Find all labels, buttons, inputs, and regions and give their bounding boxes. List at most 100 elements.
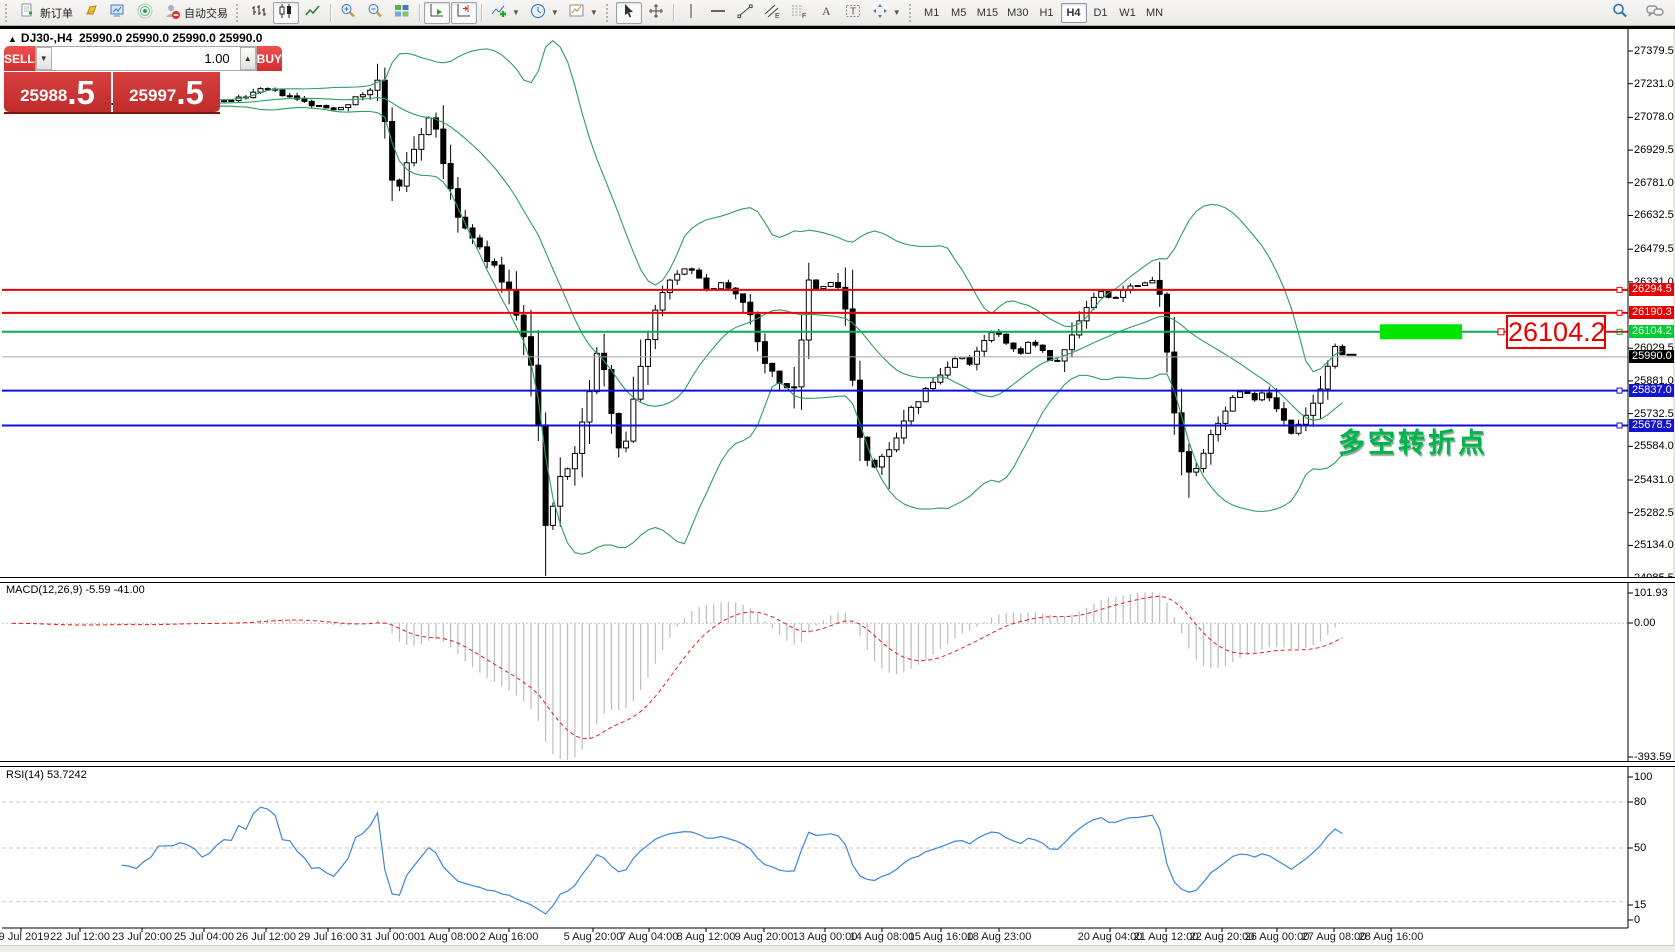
svg-text:E: E (775, 13, 780, 20)
signal-button[interactable] (132, 2, 158, 24)
text-icon: A (817, 2, 835, 23)
new-order-icon (19, 2, 37, 23)
template-button[interactable]: ▼ (564, 2, 602, 24)
svg-text:A: A (822, 4, 831, 18)
line-chart-icon (304, 2, 322, 23)
tab-timeframe-w1[interactable]: W1 (1119, 6, 1136, 19)
toolbar-separator (672, 3, 674, 22)
channel-icon: E (763, 2, 781, 23)
horizontal-line-button[interactable] (705, 2, 731, 24)
buy-button[interactable]: BUY (256, 46, 283, 71)
channel-button[interactable]: E (759, 2, 785, 24)
arrows-button[interactable]: ▼ (867, 2, 905, 24)
toolbar-separator (330, 3, 331, 22)
chart-shift-icon (455, 2, 473, 23)
sell-price[interactable]: 25988.5 (4, 72, 111, 112)
add-indicator-button[interactable]: ▼ (486, 2, 524, 24)
add-indicator-icon (490, 2, 508, 23)
search-icon (1611, 2, 1629, 23)
horizontal-line-icon (709, 2, 727, 23)
chevron-down-icon: ▼ (512, 8, 520, 17)
auto-trading-button[interactable]: 自动交易 (159, 2, 232, 24)
volume-input[interactable] (51, 47, 240, 70)
toolbar-grip (605, 3, 612, 22)
chat-button[interactable] (1641, 1, 1669, 23)
tab-timeframe-d1[interactable]: D1 (1093, 6, 1108, 19)
volume-decrease-button[interactable]: ▼ (35, 47, 52, 70)
bar-chart-icon (250, 2, 268, 23)
bar-chart-button[interactable] (246, 2, 272, 24)
fibonacci-button[interactable]: F (786, 2, 812, 24)
sell-price-fraction: .5 (67, 74, 95, 111)
gold-icon (82, 2, 100, 23)
arrows-icon (871, 2, 889, 23)
new-order-button[interactable]: 新订单 (15, 2, 77, 24)
crosshair-button[interactable] (643, 2, 669, 24)
text-label-icon: T (844, 2, 862, 23)
toolbar-separator (481, 3, 482, 22)
timeframe-toolbar: M1 M5 M15 M30 H1 H4 D1 W1 MN (919, 2, 1168, 23)
volume-increase-button[interactable]: ▲ (239, 47, 256, 70)
svg-text:T: T (850, 7, 856, 18)
tab-timeframe-mn[interactable]: MN (1145, 6, 1164, 19)
one-click-trading-widget: SELL ▼ ▲ BUY 25988.5 25997.5 (4, 46, 283, 114)
search-button[interactable] (1607, 1, 1633, 23)
buy-price-main: 25997 (129, 86, 177, 105)
buy-price-fraction: .5 (176, 74, 204, 111)
volume-spinner: ▼ ▲ (34, 46, 257, 71)
main-pane (2, 39, 1628, 577)
auto-trading-icon (163, 2, 181, 23)
vertical-line-icon (682, 2, 700, 23)
periods-button[interactable]: ▼ (525, 2, 563, 24)
tab-timeframe-m5[interactable]: M5 (951, 6, 967, 19)
trendline-button[interactable] (732, 2, 758, 24)
toolbar-grip (908, 3, 915, 22)
terminal-icon (109, 2, 127, 23)
chart-shift-button[interactable] (451, 1, 477, 24)
periods-clock-icon (529, 2, 547, 23)
text-label-button[interactable]: T (840, 2, 866, 24)
auto-scroll-button[interactable] (424, 1, 450, 24)
toolbar-separator (419, 3, 420, 22)
tab-timeframe-m30[interactable]: M30 (1007, 6, 1029, 19)
tile-windows-button[interactable] (389, 2, 415, 24)
zoom-out-button[interactable] (362, 2, 388, 24)
sell-button[interactable]: SELL (4, 46, 35, 71)
tab-timeframe-h1[interactable]: H1 (1039, 6, 1054, 19)
vertical-line-button[interactable] (678, 2, 704, 24)
tile-windows-icon (393, 2, 411, 23)
macd-pane-divider[interactable] (0, 577, 1675, 583)
zoom-in-button[interactable] (335, 2, 361, 24)
rsi-pane (2, 801, 1628, 915)
text-button[interactable]: A (813, 2, 839, 24)
zoom-in-icon (339, 2, 357, 23)
candlestick-chart-button[interactable] (273, 1, 299, 24)
chevron-down-icon: ▼ (550, 8, 559, 17)
svg-text:F: F (802, 13, 806, 20)
sell-price-main: 25988 (20, 86, 68, 105)
terminal-button[interactable] (105, 2, 131, 24)
tab-timeframe-m1[interactable]: M1 (924, 6, 940, 19)
auto-scroll-icon (428, 2, 446, 23)
rsi-pane-divider[interactable] (0, 761, 1675, 767)
main-toolbar: 新订单 自动交易 ▼ ▼ ▼ E F A T ▼ M1 M5 M15 M30 H1 H4 D… (0, 0, 1675, 26)
status-strip (0, 945, 1675, 952)
auto-trading-label: 自动交易 (184, 7, 228, 20)
window-frame-top (0, 26, 1675, 29)
crosshair-icon (647, 2, 665, 23)
chevron-down-icon: ▼ (892, 8, 901, 17)
cursor-button[interactable] (615, 1, 642, 24)
new-order-label: 新订单 (40, 7, 73, 20)
buy-price[interactable]: 25997.5 (113, 72, 220, 112)
tab-timeframe-m15[interactable]: M15 (976, 6, 999, 19)
zoom-out-icon (366, 2, 384, 23)
cursor-icon (620, 2, 638, 23)
candlestick-chart-icon (277, 2, 295, 23)
tab-timeframe-h4[interactable]: H4 (1060, 2, 1087, 23)
gold-button[interactable] (78, 2, 104, 24)
toolbar-grip (236, 3, 242, 22)
chat-icon (1645, 2, 1665, 23)
line-chart-button[interactable] (300, 2, 326, 24)
